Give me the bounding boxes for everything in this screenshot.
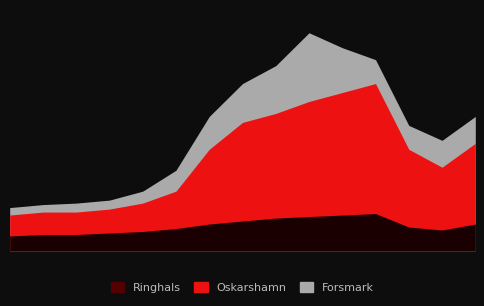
- Legend: Ringhals, Oskarshamn, Forsmark: Ringhals, Oskarshamn, Forsmark: [106, 278, 378, 297]
